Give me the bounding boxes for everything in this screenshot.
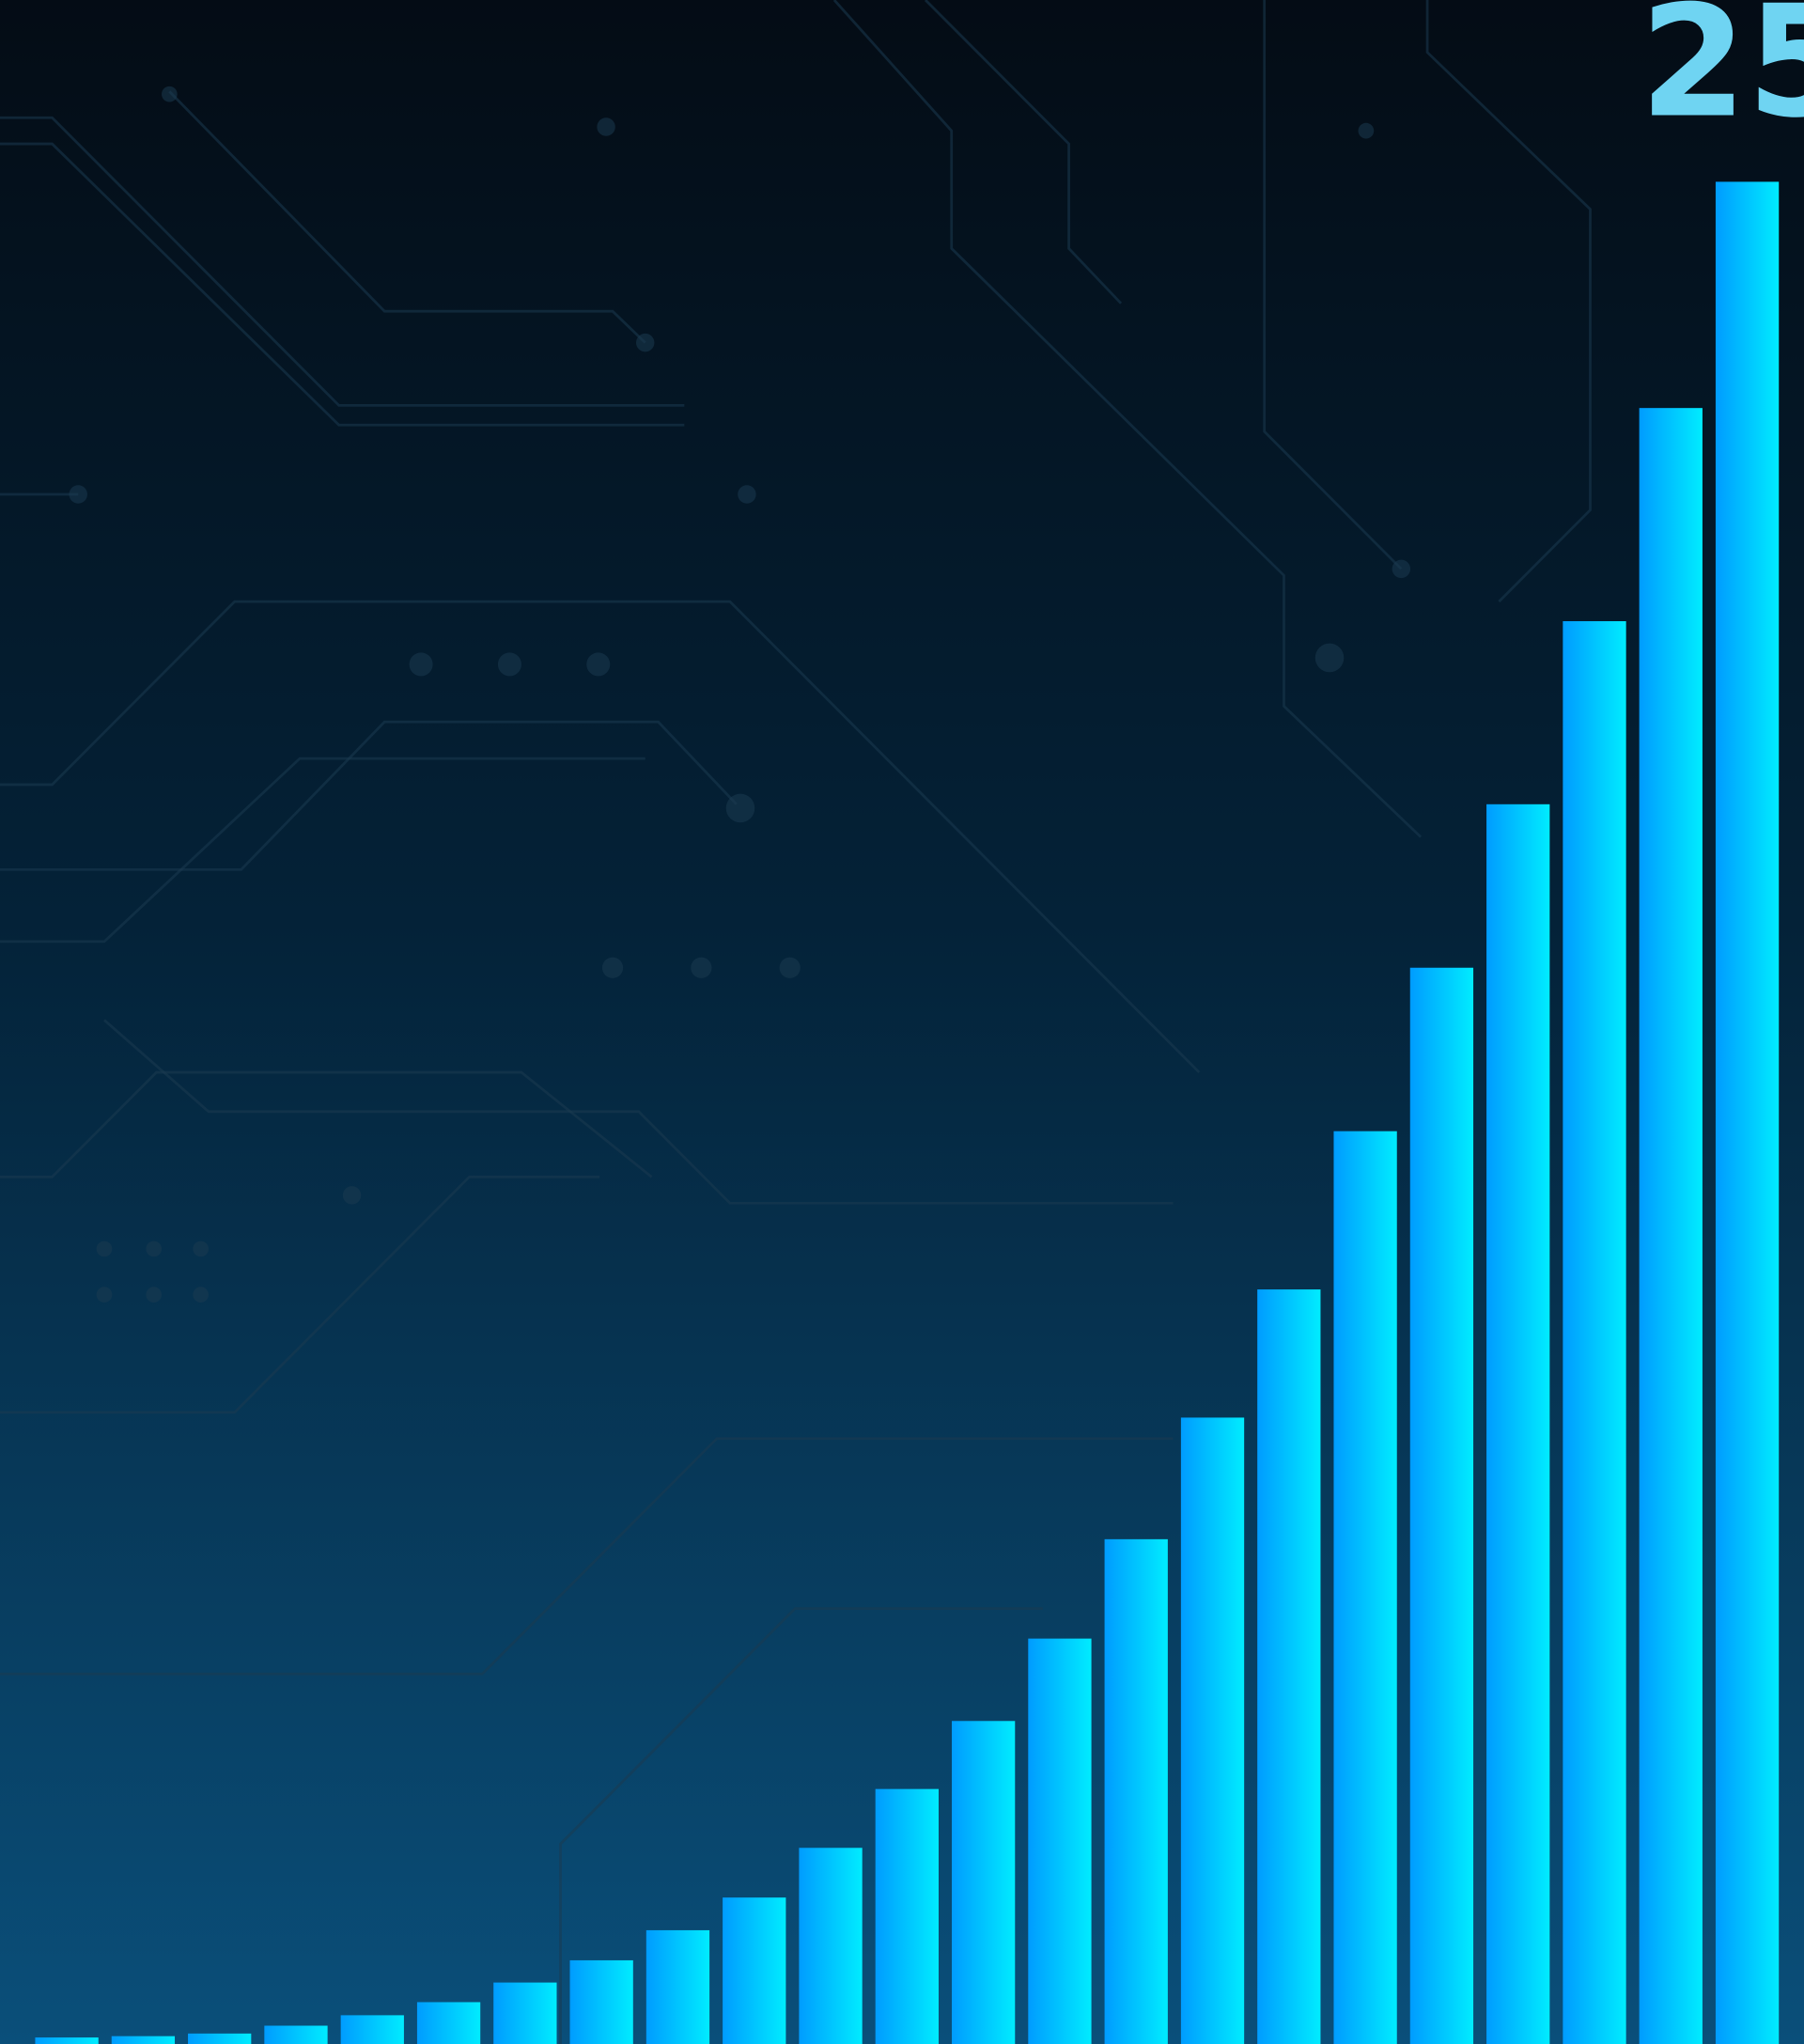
bar bbox=[340, 2015, 404, 2044]
bar bbox=[493, 1982, 557, 2044]
bar bbox=[569, 1959, 633, 2044]
bar bbox=[951, 1721, 1016, 2044]
bar bbox=[1257, 1289, 1321, 2044]
bar bbox=[1028, 1638, 1092, 2044]
bar bbox=[1104, 1538, 1168, 2044]
bar bbox=[35, 2037, 99, 2044]
bar bbox=[875, 1788, 939, 2044]
bar bbox=[264, 2025, 328, 2044]
bar bbox=[111, 2036, 176, 2044]
bar bbox=[723, 1897, 786, 2044]
bar bbox=[1180, 1417, 1245, 2044]
bar bbox=[1486, 804, 1550, 2044]
bar bbox=[1639, 408, 1703, 2044]
bar bbox=[1409, 967, 1474, 2044]
bar bbox=[1333, 1131, 1397, 2044]
bar bbox=[1563, 620, 1626, 2044]
bar bbox=[188, 2033, 252, 2044]
bar bbox=[1715, 181, 1780, 2044]
bar bbox=[416, 2002, 481, 2044]
bar bbox=[645, 1929, 710, 2044]
annotation: 25 bbox=[1640, 0, 1804, 152]
circuit-decoration bbox=[0, 0, 1592, 2044]
bar bbox=[799, 1848, 863, 2044]
